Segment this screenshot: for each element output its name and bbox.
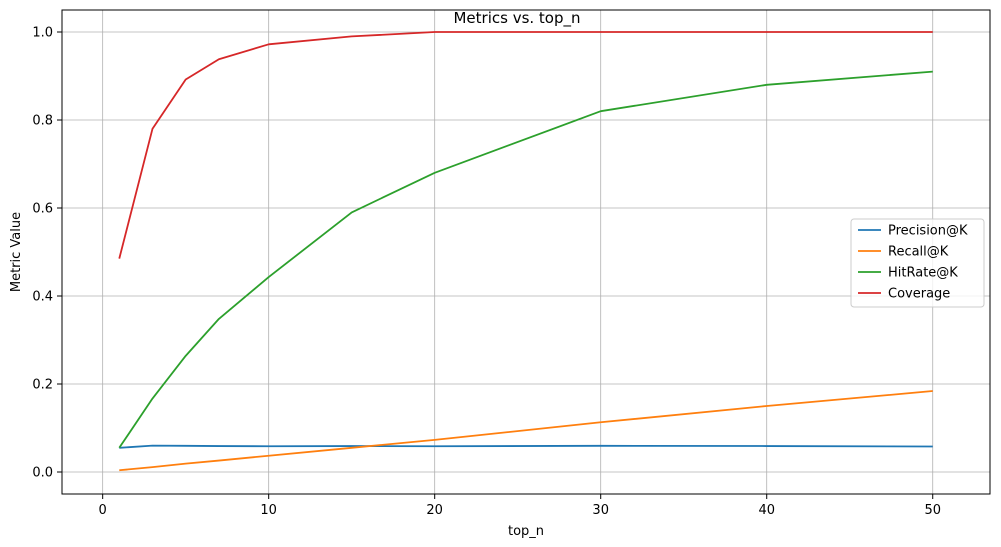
legend-frame: [850, 218, 985, 308]
y-tick-label: 0.6: [32, 202, 53, 217]
y-axis-label: Metric Value: [9, 212, 24, 292]
y-tick-label: 0.2: [32, 378, 53, 393]
series-line-coverage: [118, 31, 933, 259]
series-line-precision-k: [119, 444, 933, 449]
legend-label-precision-k: Precision@K: [888, 224, 968, 239]
chart-title: Metrics vs. top_n: [453, 9, 580, 28]
y-tick-label: 0.4: [32, 290, 53, 305]
legend-label-coverage: Coverage: [888, 287, 950, 302]
legend: Precision@K Recall@K HitRate@K Coverage: [850, 218, 985, 308]
x-tick-label: 50: [924, 503, 941, 518]
y-tick-label: 0.0: [32, 466, 53, 481]
legend-label-hitrate-k: HitRate@K: [888, 266, 958, 281]
legend-label-recall-k: Recall@K: [888, 245, 949, 260]
y-tick-label: 1.0: [32, 26, 53, 41]
ticks: 0 10 20 30 40 50 0.0 0.2 0.4 0.6 0.8 1.0: [32, 26, 941, 519]
y-tick-label: 0.8: [32, 114, 53, 129]
x-tick-label: 0: [99, 503, 107, 518]
plot-frame: [61, 9, 991, 495]
x-tick-label: 30: [592, 503, 609, 518]
x-tick-label: 20: [426, 503, 443, 518]
x-tick-label: 40: [758, 503, 775, 518]
series-group: [118, 31, 933, 472]
x-tick-label: 10: [260, 503, 277, 518]
grid: [62, 10, 990, 494]
series-line-hitrate-k: [118, 70, 933, 449]
series-line-recall-k: [119, 390, 933, 472]
x-axis-label: top_n: [508, 524, 544, 539]
